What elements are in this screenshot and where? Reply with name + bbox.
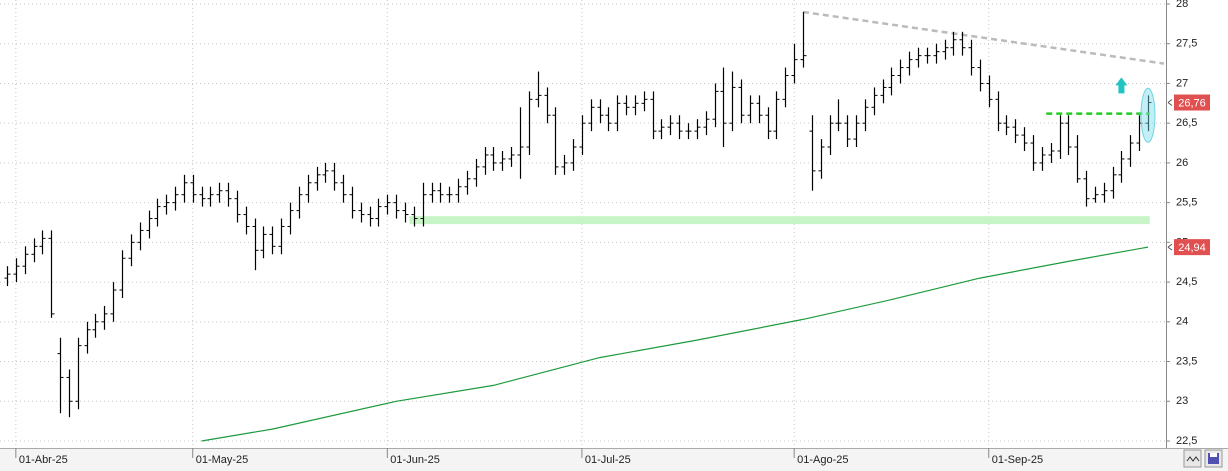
y-tick-label: 28 xyxy=(1176,0,1188,10)
y-tick-label: 27,5 xyxy=(1176,38,1197,50)
y-tick-label: 26,5 xyxy=(1176,117,1197,129)
y-tick-label: 25,5 xyxy=(1176,197,1197,209)
price-label-pointer xyxy=(1167,99,1173,106)
y-tick-label: 24,5 xyxy=(1176,276,1197,288)
zoom-icon xyxy=(1186,456,1200,462)
save-icon-label xyxy=(1210,453,1217,457)
trendline xyxy=(802,10,1165,65)
breakout-arrow xyxy=(1115,77,1128,94)
save-icon xyxy=(1208,453,1219,464)
y-tick-label: 23 xyxy=(1176,395,1188,407)
x-tick-label: 01-May-25 xyxy=(196,454,249,466)
y-tick-label: 23,5 xyxy=(1176,355,1197,367)
price-label-box xyxy=(1174,239,1210,256)
x-tick-label: 01-Jun-25 xyxy=(390,454,440,466)
x-tick-label: 01-Ago-25 xyxy=(797,454,848,466)
price-label-box xyxy=(1174,94,1210,111)
y-tick-label: 24 xyxy=(1176,316,1188,328)
price-label: 24,94 xyxy=(1178,242,1206,254)
y-tick-label: 26 xyxy=(1176,157,1188,169)
y-tick-label: 22,5 xyxy=(1176,435,1197,447)
y-tick-label: 27 xyxy=(1176,77,1188,89)
x-tick-label: 01-Jul-25 xyxy=(585,454,631,466)
x-tick-label: 01-Sep-25 xyxy=(992,454,1043,466)
x-tick-label: 01-Abr-25 xyxy=(19,454,68,466)
price-label: 26,76 xyxy=(1178,97,1206,109)
zoom-button[interactable] xyxy=(1183,449,1202,468)
price-label-pointer xyxy=(1167,243,1173,251)
corner-buttons xyxy=(1183,449,1223,468)
x-axis-strip xyxy=(0,448,1228,471)
highlight-ellipse xyxy=(1140,87,1156,143)
moving-average-line xyxy=(201,246,1149,442)
